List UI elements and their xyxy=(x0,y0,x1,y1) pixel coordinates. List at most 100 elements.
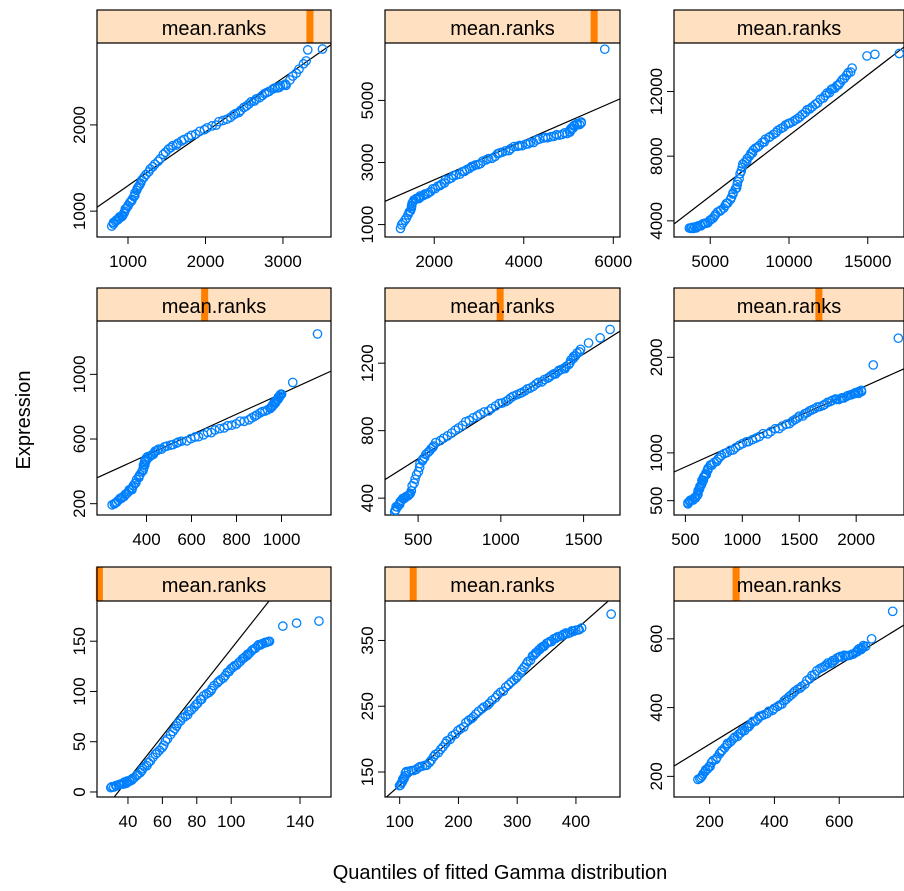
panel-border xyxy=(384,9,621,238)
data-point xyxy=(190,432,200,442)
x-tick-label: 2000 xyxy=(837,530,875,549)
data-point xyxy=(887,606,898,617)
data-point xyxy=(483,406,494,416)
strip-background xyxy=(674,567,904,601)
data-point xyxy=(171,438,182,448)
data-point xyxy=(519,386,530,396)
panel-7: mean.ranks 40 60 80 100 140 0 50 100 150 xyxy=(70,566,332,831)
data-point xyxy=(774,423,784,434)
data-point xyxy=(605,324,615,335)
data-point xyxy=(690,492,701,502)
x-tick-label: 1500 xyxy=(780,530,818,549)
strip-level-marker xyxy=(201,288,209,321)
x-tick-label: 600 xyxy=(177,530,205,549)
data-point xyxy=(249,411,260,422)
strip-background xyxy=(97,567,331,601)
x-tick-label: 100 xyxy=(217,812,245,831)
y-tick-label: 500 xyxy=(647,486,666,514)
strip-background xyxy=(97,10,331,43)
y-tick-label: 800 xyxy=(358,416,377,444)
data-point xyxy=(152,747,162,758)
data-point xyxy=(214,423,225,434)
data-point xyxy=(574,624,584,635)
panel-border xyxy=(96,287,332,516)
strip-level-marker xyxy=(815,288,823,321)
strip-level-marker xyxy=(590,10,598,43)
data-point xyxy=(167,140,178,151)
panel-8: mean.ranks 100 200 300 400 150 250 350 xyxy=(358,566,621,831)
data-point xyxy=(517,665,527,675)
data-point xyxy=(479,407,489,417)
y-tick-label: 200 xyxy=(70,489,89,517)
data-point xyxy=(249,96,260,106)
reference-line xyxy=(113,601,270,797)
data-point xyxy=(198,690,209,701)
data-point xyxy=(820,660,831,671)
data-point xyxy=(868,360,879,370)
data-point xyxy=(129,191,139,202)
data-point xyxy=(149,159,160,170)
plot-area xyxy=(674,46,904,234)
data-point xyxy=(152,445,162,456)
y-tick-label: 1200 xyxy=(358,344,377,382)
data-point xyxy=(576,623,587,633)
x-tick-label: 6000 xyxy=(594,252,632,271)
y-tick-label: 2000 xyxy=(70,106,89,144)
y-tick-label: 350 xyxy=(358,626,377,654)
x-tick-label: 200 xyxy=(444,812,472,831)
data-point xyxy=(312,329,323,339)
data-point xyxy=(125,197,136,207)
data-point xyxy=(193,431,204,442)
data-point xyxy=(866,633,877,644)
data-point xyxy=(856,386,867,397)
y-tick-label: 8000 xyxy=(647,137,666,175)
y-tick-label: 1000 xyxy=(358,206,377,244)
data-point xyxy=(468,712,479,722)
strip-level-marker xyxy=(409,567,417,601)
x-tick-label: 200 xyxy=(695,812,723,831)
strip-background xyxy=(674,10,904,43)
x-tick-label: 1000 xyxy=(482,530,520,549)
strip-level-marker xyxy=(732,567,740,601)
x-tick-label: 80 xyxy=(187,812,206,831)
data-point xyxy=(694,773,705,784)
strip-background xyxy=(385,567,620,601)
panel-border xyxy=(96,566,332,798)
y-axis-label: Expression xyxy=(13,371,35,470)
data-point xyxy=(563,359,574,370)
data-point xyxy=(862,51,872,61)
data-point xyxy=(207,683,217,694)
x-tick-label: 100 xyxy=(386,812,414,831)
data-point xyxy=(762,708,772,719)
data-point xyxy=(399,772,409,783)
panel-9: mean.ranks 200 400 600 200 400 600 xyxy=(647,566,904,831)
strip-label: mean.ranks xyxy=(450,296,555,318)
data-point xyxy=(583,338,594,348)
data-point xyxy=(790,115,800,126)
data-point xyxy=(819,399,830,410)
strip-label: mean.ranks xyxy=(162,296,267,318)
panel-6: mean.ranks 500 1000 1500 2000 500 1000 2000 xyxy=(647,287,904,549)
x-tick-label: 600 xyxy=(825,812,853,831)
plot-area xyxy=(385,44,620,234)
data-point xyxy=(796,681,807,692)
data-point xyxy=(789,686,800,697)
x-tick-label: 5000 xyxy=(691,252,729,271)
data-point xyxy=(731,183,742,193)
data-point xyxy=(170,723,180,734)
strip-level-marker xyxy=(496,288,504,321)
data-point xyxy=(173,718,183,729)
data-point xyxy=(287,377,298,388)
data-point xyxy=(226,420,237,431)
data-point xyxy=(893,333,904,344)
data-point xyxy=(847,63,857,73)
data-point xyxy=(209,425,220,435)
data-point xyxy=(792,413,803,424)
data-point xyxy=(500,145,511,156)
data-point xyxy=(599,44,610,55)
data-point xyxy=(186,705,197,715)
data-point xyxy=(720,200,730,211)
strip-label: mean.ranks xyxy=(450,575,555,597)
plot-area xyxy=(674,333,904,509)
